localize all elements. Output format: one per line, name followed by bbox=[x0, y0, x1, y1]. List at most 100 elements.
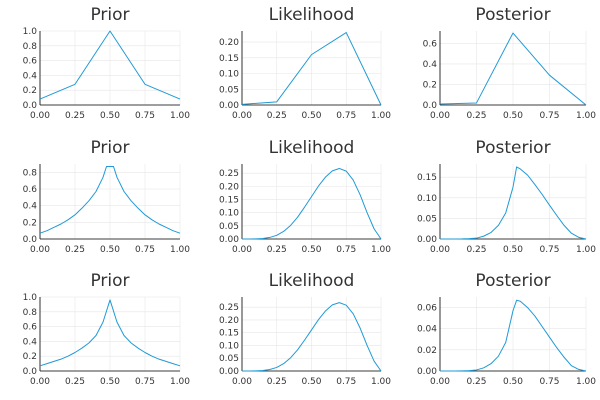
x-tick-label: 0.25 bbox=[466, 245, 486, 255]
x-tick-label: 0.75 bbox=[135, 111, 155, 121]
y-tick-label: 0.20 bbox=[219, 182, 239, 192]
y-tick-label: 0.20 bbox=[219, 316, 239, 326]
x-tick-label: 0.25 bbox=[466, 377, 486, 387]
series-line bbox=[241, 32, 382, 106]
y-tick-label: 0.25 bbox=[219, 169, 239, 179]
x-tick-label: 0.75 bbox=[539, 245, 559, 255]
x-tick-label: 1.00 bbox=[170, 245, 190, 255]
x-tick-label: 0.50 bbox=[503, 377, 523, 387]
x-tick-label: 0.75 bbox=[336, 245, 356, 255]
y-tick-label: 0.02 bbox=[417, 346, 437, 356]
x-tick-label: 0.00 bbox=[30, 377, 50, 387]
y-tick-label: 0.05 bbox=[219, 222, 239, 232]
x-tick-label: 1.00 bbox=[371, 111, 391, 121]
x-tick-label: 0.50 bbox=[503, 111, 523, 121]
y-tick-label: 0.15 bbox=[219, 329, 239, 339]
x-tick-label: 0.25 bbox=[267, 111, 287, 121]
series-line bbox=[39, 299, 181, 367]
y-tick-label: 0.4 bbox=[23, 71, 38, 81]
y-tick-label: 0.6 bbox=[23, 323, 38, 333]
y-tick-label: 0.10 bbox=[417, 194, 437, 204]
x-tick-label: 0.25 bbox=[65, 245, 85, 255]
y-tick-label: 0.00 bbox=[219, 101, 239, 111]
x-tick-label: 1.00 bbox=[170, 111, 190, 121]
x-tick-label: 0.50 bbox=[301, 377, 321, 387]
y-tick-label: 0.6 bbox=[23, 57, 38, 67]
subplot-2: 0.00 0.25 0.50 0.75 1.00 0.00 0.05 0.10 0.15 0.20… bbox=[219, 5, 391, 121]
x-tick-label: 0.00 bbox=[30, 245, 50, 255]
y-tick-label: 0.8 bbox=[23, 308, 38, 318]
y-tick-label: 0.0 bbox=[423, 101, 438, 111]
y-tick-label: 0.00 bbox=[417, 235, 437, 245]
x-tick-label: 1.00 bbox=[371, 377, 391, 387]
y-tick-label: 0.0 bbox=[23, 235, 38, 245]
subplot-6: 0.00 0.25 0.50 0.75 1.00 0.00 0.05 0.10 0.15 Post… bbox=[417, 138, 596, 255]
y-tick-label: 0.6 bbox=[23, 185, 38, 195]
x-tick-label: 0.25 bbox=[65, 111, 85, 121]
x-tick-label: 0.25 bbox=[65, 377, 85, 387]
series-line bbox=[440, 166, 587, 240]
series-line bbox=[242, 167, 382, 240]
subplot-title: Likelihood bbox=[269, 271, 355, 291]
y-tick-label: 0.10 bbox=[219, 70, 239, 80]
x-tick-label: 0.75 bbox=[539, 111, 559, 121]
subplot-title: Posterior bbox=[475, 5, 550, 25]
x-tick-label: 0.50 bbox=[503, 245, 523, 255]
subplot-8: 0.00 0.25 0.50 0.75 1.00 0.00 0.05 0.10 0.15 0.20… bbox=[219, 271, 391, 387]
subplot-title: Posterior bbox=[475, 271, 550, 291]
y-tick-label: 0.2 bbox=[23, 86, 37, 96]
x-tick-label: 0.25 bbox=[267, 377, 287, 387]
x-tick-label: 0.00 bbox=[30, 111, 50, 121]
series-line bbox=[39, 30, 181, 100]
x-tick-label: 0.75 bbox=[135, 377, 155, 387]
subplot-5: 0.00 0.25 0.50 0.75 1.00 0.00 0.05 0.10 0.15 0.20… bbox=[219, 138, 391, 255]
y-tick-label: 0.00 bbox=[417, 367, 437, 377]
x-tick-label: 1.00 bbox=[576, 245, 596, 255]
y-tick-label: 0.15 bbox=[417, 173, 437, 183]
series-line bbox=[39, 166, 181, 234]
y-tick-label: 0.06 bbox=[417, 304, 437, 314]
subplot-1: 0.00 0.25 0.50 0.75 1.00 0.0 0.2 0.4 0.6 0.8 1.0 Pr… bbox=[23, 5, 191, 121]
x-tick-label: 1.00 bbox=[576, 377, 596, 387]
x-tick-label: 1.00 bbox=[576, 111, 596, 121]
y-tick-label: 0.15 bbox=[219, 196, 239, 206]
x-tick-label: 1.00 bbox=[170, 377, 190, 387]
subplot-title: Prior bbox=[90, 138, 129, 158]
y-tick-label: 0.4 bbox=[423, 60, 438, 70]
subplot-7: 0.00 0.25 0.50 0.75 1.00 0.0 0.2 0.4 0.6 0.8 1.0 Pr… bbox=[23, 271, 191, 387]
x-tick-label: 0.75 bbox=[336, 377, 356, 387]
y-tick-label: 0.4 bbox=[23, 202, 38, 212]
x-tick-label: 0.50 bbox=[100, 245, 120, 255]
y-tick-label: 0.15 bbox=[219, 54, 239, 64]
y-tick-label: 0.2 bbox=[23, 218, 37, 228]
x-tick-label: 0.00 bbox=[232, 245, 252, 255]
subplot-3: 0.00 0.25 0.50 0.75 1.00 0.0 0.2 0.4 0.6 Posterio… bbox=[423, 5, 597, 121]
series-line bbox=[242, 302, 382, 372]
y-tick-label: 0.10 bbox=[219, 341, 239, 351]
y-tick-label: 0.4 bbox=[23, 337, 38, 347]
x-tick-label: 1.00 bbox=[371, 245, 391, 255]
x-tick-label: 0.50 bbox=[100, 377, 120, 387]
y-tick-label: 0.05 bbox=[219, 354, 239, 364]
subplot-4: 0.00 0.25 0.50 0.75 1.00 0.0 0.2 0.4 0.6 0.8 Prior bbox=[23, 138, 191, 255]
series-line bbox=[439, 32, 587, 106]
subplot-title: Likelihood bbox=[269, 5, 355, 25]
y-tick-label: 0.10 bbox=[219, 209, 239, 219]
x-tick-label: 0.00 bbox=[232, 111, 252, 121]
y-tick-label: 1.0 bbox=[23, 27, 38, 37]
y-tick-label: 0.05 bbox=[219, 85, 239, 95]
y-tick-label: 0.8 bbox=[23, 42, 38, 52]
y-tick-label: 0.00 bbox=[219, 235, 239, 245]
y-tick-label: 0.04 bbox=[417, 325, 437, 335]
y-tick-label: 0.0 bbox=[23, 101, 38, 111]
y-tick-label: 0.25 bbox=[219, 303, 239, 313]
subplot-9: 0.00 0.25 0.50 0.75 1.00 0.00 0.02 0.04 0.06 Post… bbox=[417, 271, 596, 387]
y-tick-label: 0.00 bbox=[219, 367, 239, 377]
x-tick-label: 0.75 bbox=[336, 111, 356, 121]
subplot-title: Prior bbox=[90, 5, 129, 25]
x-tick-label: 0.50 bbox=[301, 245, 321, 255]
y-tick-label: 0.20 bbox=[219, 38, 239, 48]
x-tick-label: 0.75 bbox=[539, 377, 559, 387]
x-tick-label: 0.00 bbox=[430, 377, 450, 387]
